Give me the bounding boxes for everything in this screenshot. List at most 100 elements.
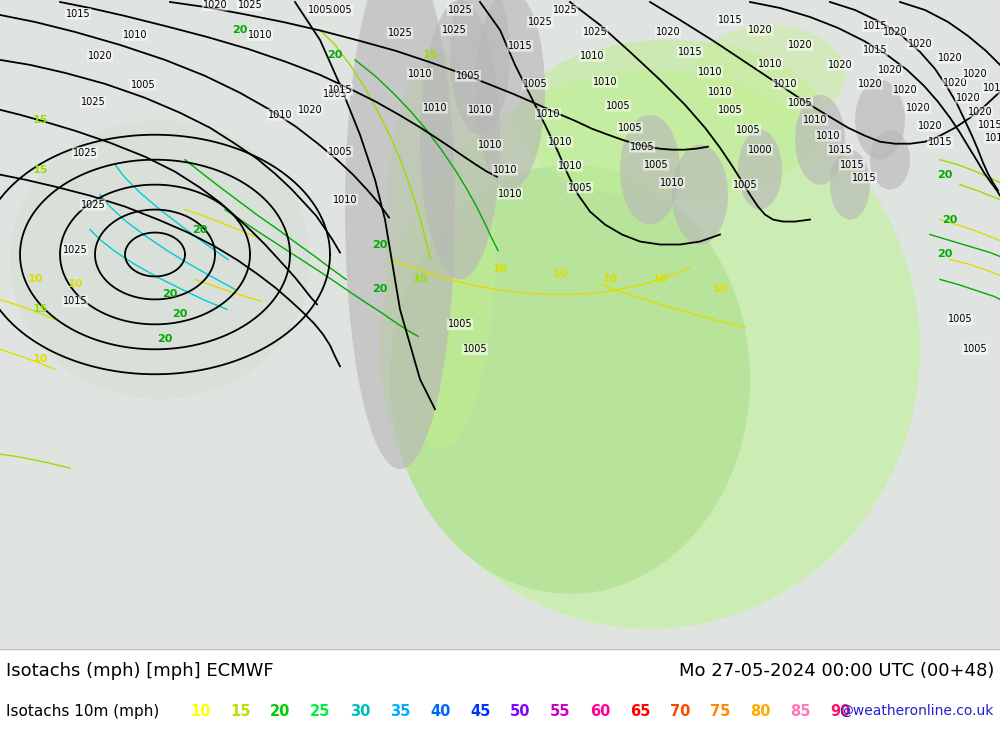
Text: 1005: 1005 [523,79,547,89]
Ellipse shape [620,115,680,224]
Text: 1015: 1015 [718,15,742,25]
Ellipse shape [672,144,728,245]
Text: 1020: 1020 [956,93,980,103]
Text: 1015: 1015 [928,137,952,147]
Text: 1020: 1020 [918,121,942,130]
Text: 1010: 1010 [773,79,797,89]
Text: 1025: 1025 [238,0,262,10]
Text: 1005: 1005 [456,71,480,81]
Text: 20: 20 [270,704,290,718]
Text: 20: 20 [162,290,178,299]
Text: 20: 20 [327,50,343,60]
Text: 1010: 1010 [248,30,272,40]
Text: 10: 10 [712,284,728,295]
Text: 85: 85 [790,704,810,718]
Text: 1010: 1010 [803,115,827,125]
Text: 35: 35 [390,704,410,718]
Text: 1020: 1020 [203,0,227,10]
Text: 15: 15 [230,704,250,718]
Ellipse shape [420,0,500,279]
Text: 1010: 1010 [698,67,722,77]
Text: 20: 20 [937,249,953,259]
Ellipse shape [380,70,920,629]
Text: 1015: 1015 [328,85,352,95]
Text: 1005: 1005 [630,141,654,152]
Text: 20: 20 [157,334,173,345]
Text: 1020: 1020 [883,27,907,37]
Ellipse shape [795,95,845,185]
Text: 1015: 1015 [978,119,1000,130]
Text: 1005: 1005 [963,345,987,354]
Text: 1015: 1015 [983,83,1000,93]
Text: 1025: 1025 [442,25,466,35]
Text: 1005: 1005 [736,125,760,135]
Text: 1005: 1005 [323,89,347,99]
Text: 25: 25 [310,704,330,718]
Text: 40: 40 [430,704,450,718]
Text: 1020: 1020 [908,39,932,49]
Text: 1005: 1005 [308,5,332,15]
Text: 1020: 1020 [656,27,680,37]
Text: 1010: 1010 [660,177,684,188]
Text: 1015: 1015 [63,296,87,306]
Text: 1020: 1020 [788,40,812,50]
Text: 1010: 1010 [468,105,492,115]
Text: 20: 20 [232,25,248,35]
Text: 1005: 1005 [948,314,972,325]
Text: 20: 20 [372,240,388,249]
Text: 15: 15 [32,304,48,314]
Text: 1015: 1015 [863,21,887,31]
Text: 1000: 1000 [748,144,772,155]
Text: 10: 10 [67,279,83,290]
Text: 10: 10 [32,354,48,364]
Text: 1010: 1010 [580,51,604,61]
Text: 1025: 1025 [388,28,412,38]
Text: Mo 27-05-2024 00:00 UTC (00+48): Mo 27-05-2024 00:00 UTC (00+48) [679,661,994,679]
Text: 1010: 1010 [548,137,572,147]
Text: 1020: 1020 [748,25,772,35]
Text: 1015: 1015 [863,45,887,55]
Text: 1025: 1025 [583,27,607,37]
Text: 70: 70 [670,704,690,718]
Text: 1010: 1010 [758,59,782,69]
Text: 1020: 1020 [298,105,322,115]
Text: 20: 20 [372,284,388,295]
Text: 1025: 1025 [81,199,105,210]
Text: 1020: 1020 [943,78,967,88]
Text: 1015: 1015 [985,133,1000,143]
Ellipse shape [830,150,870,220]
Text: 1010: 1010 [268,110,292,119]
Text: 1020: 1020 [88,51,112,61]
Text: 1005: 1005 [788,97,812,108]
Text: 20: 20 [192,224,208,235]
Text: 1020: 1020 [963,69,987,79]
Text: 1015: 1015 [508,41,532,51]
Text: 20: 20 [942,215,958,224]
Text: 1005: 1005 [733,180,757,190]
Text: 15: 15 [32,115,48,125]
Text: 1020: 1020 [878,65,902,75]
Text: 1025: 1025 [553,5,577,15]
Ellipse shape [10,119,310,399]
Ellipse shape [385,50,495,449]
Ellipse shape [738,130,782,210]
Text: 1015: 1015 [840,160,864,169]
Text: Isotachs 10m (mph): Isotachs 10m (mph) [6,704,159,718]
Text: 1010: 1010 [423,103,447,113]
Text: 1010: 1010 [708,86,732,97]
Text: 80: 80 [750,704,770,718]
Text: 55: 55 [550,704,570,718]
Text: 20: 20 [172,309,188,320]
Text: 1020: 1020 [968,107,992,117]
Text: 75: 75 [710,704,730,718]
Text: 1005: 1005 [606,101,630,111]
Text: 15: 15 [412,274,428,284]
Text: 1010: 1010 [816,130,840,141]
Ellipse shape [870,130,910,190]
Text: 1015: 1015 [828,144,852,155]
Text: 1010: 1010 [493,165,517,174]
Text: 15: 15 [32,165,48,174]
Text: 10: 10 [602,274,618,284]
Text: 30: 30 [350,704,370,718]
Text: 1010: 1010 [478,140,502,150]
